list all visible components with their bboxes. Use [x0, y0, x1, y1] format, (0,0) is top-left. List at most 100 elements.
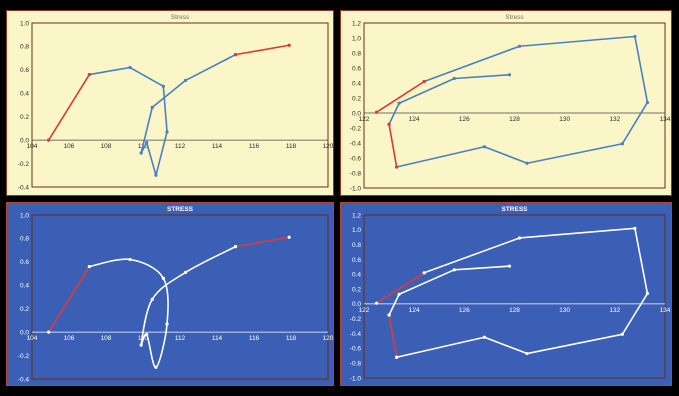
- x-tick-label: 108: [101, 335, 112, 342]
- series-line: [375, 80, 425, 114]
- y-tick-label: 0.2: [352, 286, 361, 293]
- plot-area-border: [31, 22, 329, 188]
- y-tick-label: 0.2: [352, 95, 361, 102]
- y-tick-label: -0.6: [350, 346, 362, 353]
- y-tick-label: 0.4: [20, 91, 29, 98]
- series-line: [395, 227, 649, 359]
- chart-background: [6, 10, 334, 196]
- x-tick-label: 114: [212, 335, 223, 342]
- plot-area-border: [31, 214, 329, 380]
- y-tick-label: 1.2: [352, 212, 361, 219]
- data-point: [128, 257, 132, 262]
- y-tick-label: 1.0: [352, 227, 361, 234]
- y-tick-label: 0.6: [20, 67, 29, 74]
- data-point: [387, 122, 391, 126]
- data-point: [452, 268, 456, 272]
- data-point: [507, 73, 512, 77]
- y-tick-label: -0.2: [18, 161, 30, 168]
- x-tick-label: 126: [459, 307, 470, 314]
- y-tick-label: -0.4: [18, 376, 30, 383]
- chart-title: Stress: [505, 14, 524, 21]
- data-point: [645, 291, 650, 296]
- data-point: [645, 100, 650, 105]
- data-point: [128, 65, 132, 70]
- chart-panel-top-right: Stress 122 124 126 128 130 132 134 -1.0 -0.8 -0.6 -…: [340, 10, 672, 196]
- x-tick-label: 118: [286, 143, 297, 150]
- y-tick-label: -0.4: [18, 184, 30, 191]
- y-tick-label: 1.2: [352, 20, 361, 27]
- data-point: [482, 145, 486, 149]
- x-tick-label: 126: [459, 116, 470, 123]
- data-point: [183, 270, 188, 274]
- y-tick-label: -0.2: [18, 353, 30, 360]
- y-tick-label: -0.8: [350, 170, 362, 177]
- series-line: [234, 44, 290, 56]
- x-tick-label: 118: [286, 335, 297, 342]
- y-tick-label: -0.2: [350, 125, 362, 132]
- series-line: [395, 35, 649, 168]
- x-tick-label: 134: [660, 116, 671, 123]
- data-point: [395, 165, 399, 169]
- data-point: [620, 332, 624, 336]
- data-point: [482, 335, 486, 339]
- data-point: [150, 297, 154, 301]
- y-tick-label: 0.8: [352, 242, 361, 249]
- y-tick-label: 0.0: [352, 110, 361, 117]
- chart-panel-top-left: Stress 104 106 108 110 112 114 116 118 120 -0.4 -0.…: [6, 10, 334, 196]
- x-tick-label: 130: [559, 307, 570, 314]
- data-point: [422, 271, 426, 275]
- x-tick-label: 112: [175, 143, 186, 150]
- series-line: [375, 271, 425, 304]
- data-point: [165, 322, 169, 326]
- data-point: [139, 343, 143, 347]
- data-point: [161, 276, 165, 280]
- data-point: [387, 313, 391, 317]
- chart-top-right: Stress 122 124 126 128 130 132 134 -1.0 -0.8 -0.6 -…: [340, 10, 672, 196]
- y-tick-label: 0.0: [352, 301, 361, 308]
- y-tick-label: -0.4: [350, 140, 362, 147]
- chart-title: STRESS: [501, 206, 528, 213]
- y-tick-label: -0.2: [350, 316, 362, 323]
- data-point: [452, 76, 456, 81]
- y-tick-label: -1.0: [350, 185, 362, 192]
- data-point: [397, 101, 401, 105]
- data-point: [633, 34, 637, 39]
- data-point: [87, 72, 91, 77]
- series-line: [388, 265, 511, 316]
- series-line: [88, 53, 237, 177]
- plot-area-border: [363, 214, 666, 379]
- data-point: [233, 53, 238, 57]
- y-tick-label: 0.4: [20, 283, 29, 290]
- y-tick-label: 0.0: [20, 329, 29, 336]
- y-tick-label: -0.8: [350, 360, 362, 367]
- data-point: [374, 301, 379, 305]
- chart-title: STRESS: [167, 206, 194, 213]
- x-tick-label: 114: [212, 143, 223, 150]
- data-point: [183, 78, 188, 82]
- x-tick-label: 106: [64, 143, 75, 150]
- x-tick-label: 132: [609, 307, 620, 314]
- data-point: [422, 79, 426, 84]
- series-line: [88, 245, 237, 369]
- y-tick-label: 0.4: [352, 80, 361, 87]
- data-point: [47, 330, 51, 334]
- chart-bottom-right: STRESS 122 124 126 128 130 132 134 -1.0 -0.8 -0.6 -…: [340, 202, 672, 386]
- data-point: [525, 161, 529, 165]
- data-point: [165, 130, 169, 134]
- y-tick-label: -0.6: [350, 155, 362, 162]
- series-line: [47, 73, 91, 141]
- y-tick-label: 0.8: [20, 236, 29, 243]
- chart-panel-bottom-left: STRESS 104 106 108 110 112 114 116 118 120 -0.4 -0.…: [6, 202, 334, 386]
- data-point: [620, 142, 624, 146]
- data-point: [517, 44, 522, 48]
- y-tick-label: 1.0: [352, 35, 361, 42]
- y-tick-label: 0.8: [352, 50, 361, 57]
- x-tick-label: 120: [323, 335, 334, 342]
- x-tick-label: 134: [660, 307, 671, 314]
- plot-area-border: [363, 22, 666, 189]
- data-point: [145, 332, 149, 337]
- x-tick-label: 104: [27, 335, 38, 342]
